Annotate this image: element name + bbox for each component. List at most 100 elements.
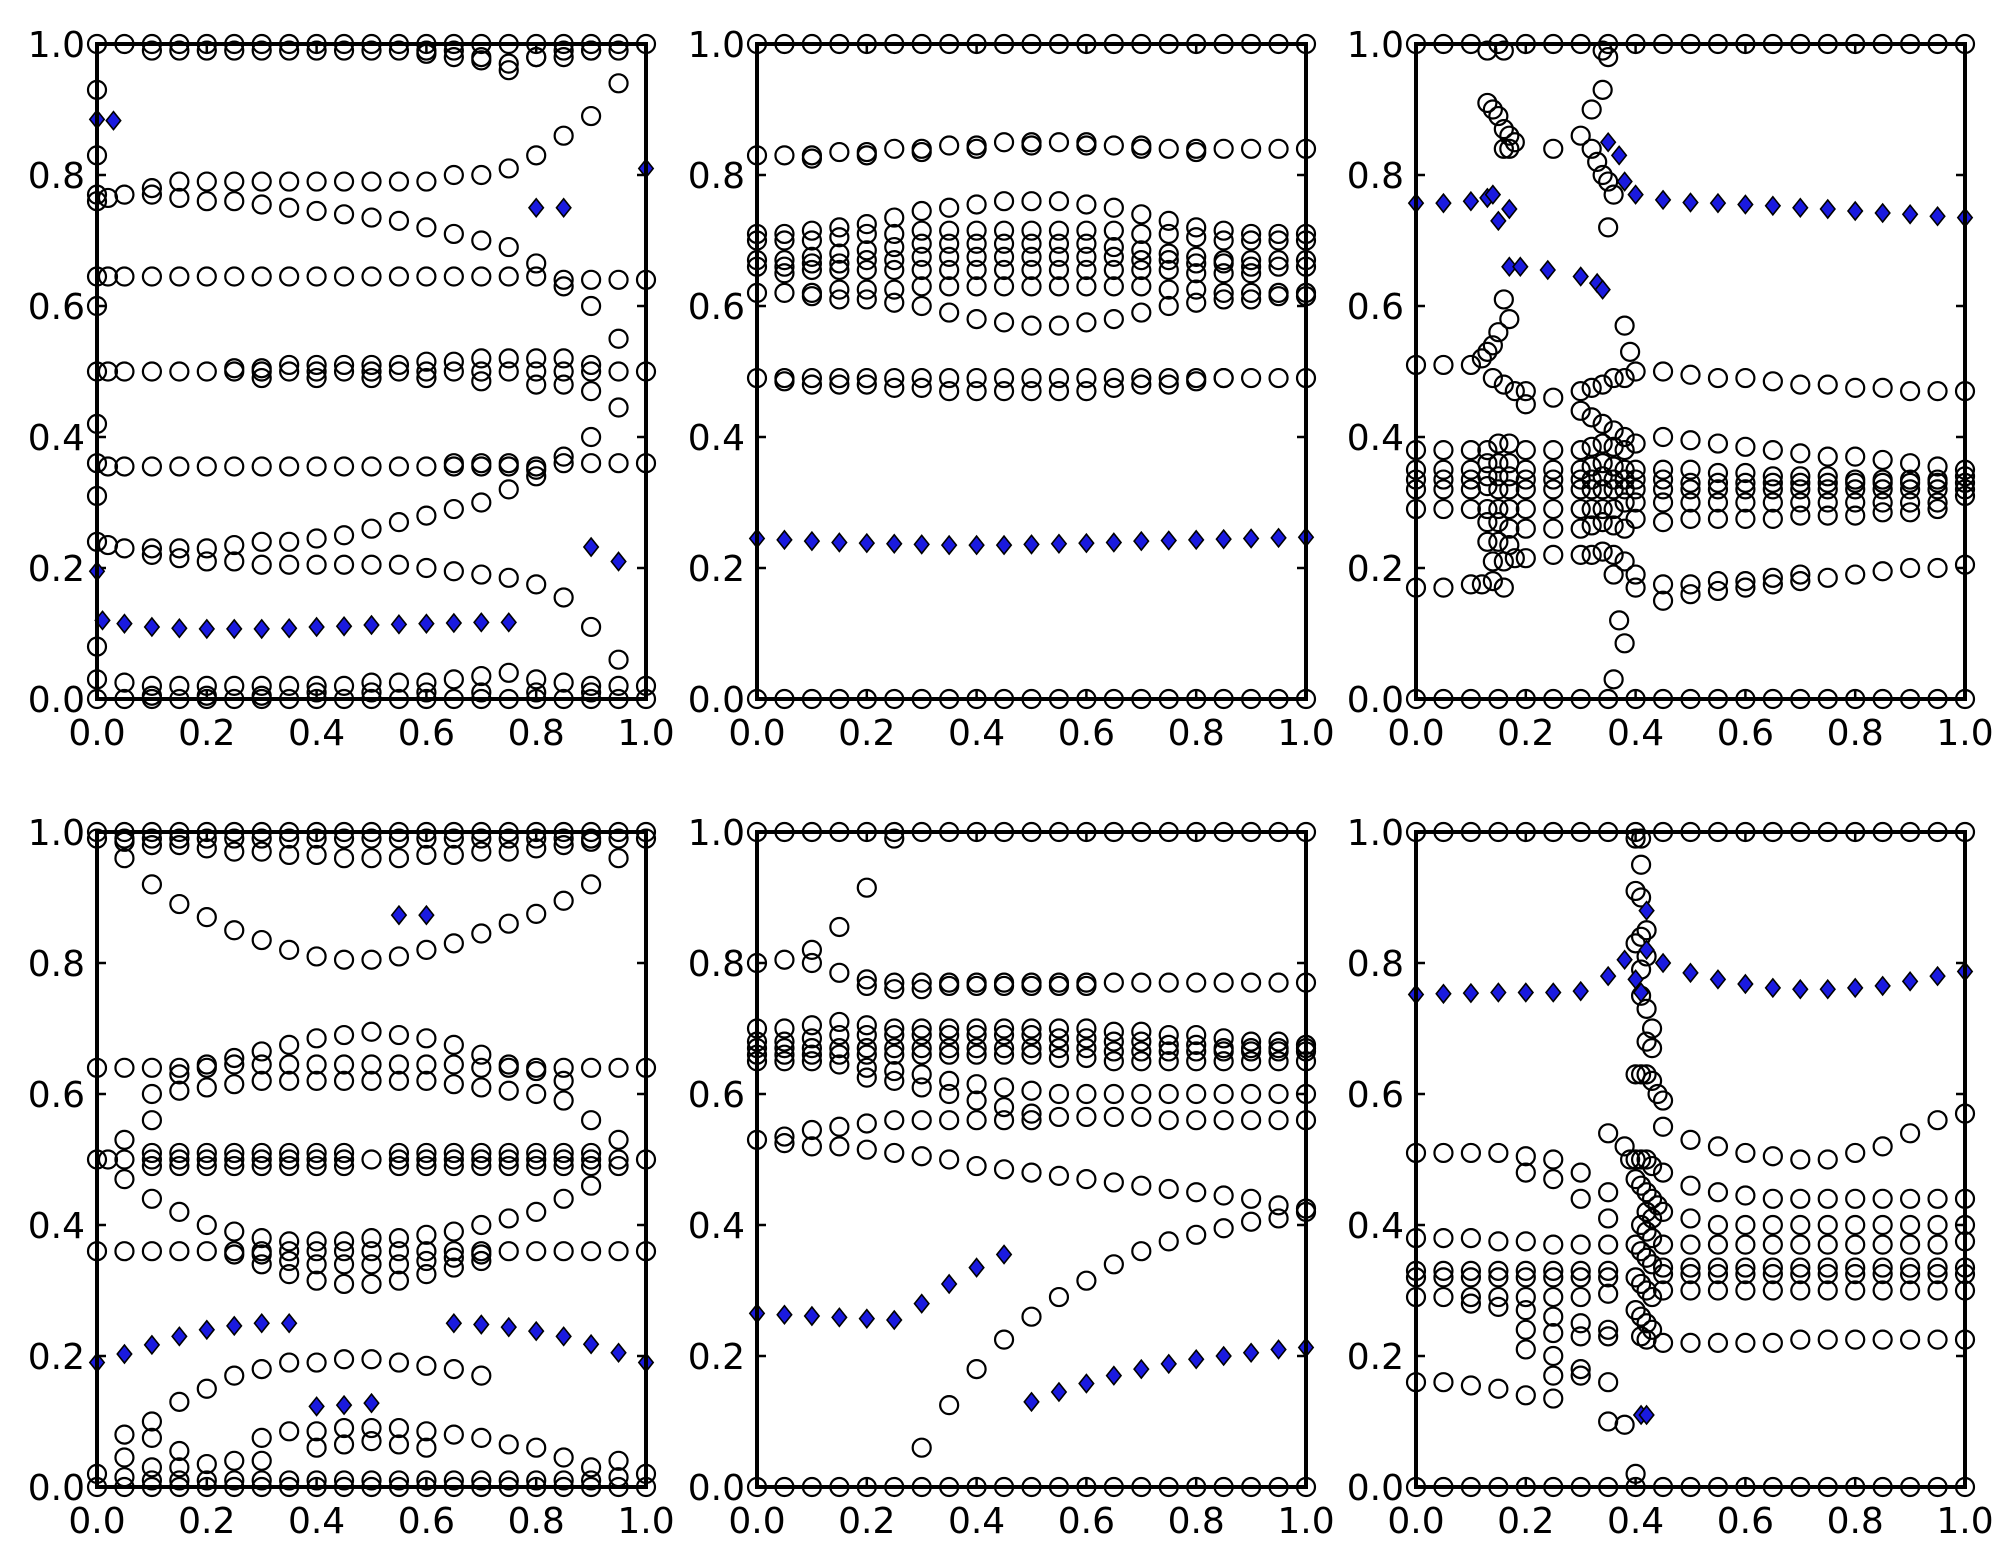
data-point-circle — [443, 1142, 464, 1164]
data-point-circle — [1927, 1257, 1948, 1278]
data-point-circle — [169, 1470, 190, 1491]
data-point-circle — [1048, 246, 1070, 267]
data-point-circle — [911, 295, 932, 317]
data-point-circle — [114, 848, 135, 869]
data-point-circle — [1048, 276, 1070, 297]
data-point-diamond — [253, 1312, 270, 1334]
data-point-diamond — [116, 1343, 133, 1365]
data-point-circle — [1158, 1041, 1179, 1062]
data-point-circle — [333, 949, 355, 970]
data-point-circle — [306, 361, 327, 382]
data-point-circle — [1899, 479, 1921, 500]
data-point-diamond — [1270, 1339, 1287, 1360]
data-point-circle — [416, 557, 437, 579]
data-point-diamond — [1654, 189, 1672, 211]
data-point-circle — [1268, 1051, 1289, 1072]
data-point-circle — [856, 1038, 877, 1059]
data-point-diamond — [143, 616, 161, 638]
data-point-circle — [1872, 1214, 1893, 1236]
data-point-circle — [1488, 1378, 1509, 1399]
data-point-circle — [471, 1044, 492, 1065]
data-point-circle — [1213, 1051, 1234, 1072]
data-point-circle — [993, 1329, 1015, 1350]
data-point-diamond — [1638, 1404, 1655, 1426]
data-point-diamond — [1682, 962, 1699, 984]
data-point-circle — [1131, 204, 1152, 225]
data-point-diamond — [1709, 969, 1727, 990]
data-point-circle — [1817, 466, 1838, 487]
data-point-circle — [416, 1149, 437, 1170]
data-point-diamond — [363, 614, 380, 636]
data-point-circle — [801, 148, 823, 169]
data-point-circle — [1543, 1365, 1564, 1386]
data-point-circle — [1268, 138, 1289, 159]
data-point-circle — [1899, 1214, 1921, 1236]
data-point-circle — [939, 1018, 960, 1039]
data-point-circle — [1103, 377, 1124, 398]
data-point-circle — [279, 939, 300, 961]
data-point-circle — [388, 456, 410, 477]
data-point-circle — [141, 1155, 162, 1177]
data-point-circle — [498, 479, 519, 500]
data-point-circle — [1899, 1257, 1921, 1278]
data-point-circle — [388, 40, 410, 61]
data-point-circle — [526, 1470, 547, 1491]
x-tick-label: 0.0 — [1387, 1501, 1444, 1542]
data-point-circle — [1872, 377, 1893, 398]
data-point-circle — [801, 1119, 823, 1141]
data-point-circle — [306, 456, 327, 477]
data-point-circle — [498, 1434, 519, 1455]
data-point-circle — [1790, 374, 1811, 395]
data-point-circle — [911, 1038, 932, 1059]
data-point-circle — [1240, 256, 1262, 277]
data-point-circle — [1515, 1300, 1536, 1321]
data-point-circle — [553, 672, 574, 693]
data-point-circle — [856, 877, 877, 898]
data-point-circle — [1790, 1149, 1811, 1170]
data-point-circle — [1543, 1306, 1564, 1327]
data-point-circle — [553, 374, 574, 395]
data-point-circle — [1636, 1221, 1657, 1242]
data-point-circle — [1240, 367, 1262, 389]
data-point-circle — [388, 171, 410, 192]
data-point-circle — [443, 828, 464, 849]
data-point-circle — [801, 286, 823, 307]
data-point-circle — [1488, 1231, 1509, 1252]
data-point-circle — [1680, 1208, 1701, 1229]
data-point-circle — [939, 1395, 960, 1416]
data-point-circle — [169, 893, 190, 915]
data-point-circle — [498, 841, 519, 862]
x-tick-label: 0.8 — [508, 1501, 565, 1542]
data-point-diamond — [1572, 980, 1589, 1002]
data-point-circle — [1158, 210, 1179, 231]
data-point-circle — [1471, 574, 1492, 595]
data-point-circle — [884, 972, 905, 993]
data-point-circle — [1103, 1041, 1124, 1062]
data-point-circle — [141, 1470, 162, 1491]
data-point-circle — [1268, 1208, 1289, 1229]
data-point-circle — [1471, 348, 1492, 369]
data-point-circle — [1131, 138, 1152, 159]
data-point-circle — [1499, 498, 1520, 520]
data-point-circle — [306, 946, 327, 967]
data-point-circle — [1845, 1142, 1866, 1164]
data-point-circle — [1213, 1083, 1234, 1105]
data-point-circle — [1845, 1280, 1866, 1301]
data-point-circle — [498, 348, 519, 369]
data-point-circle — [224, 191, 245, 212]
data-point-circle — [443, 844, 464, 866]
data-point-circle — [1515, 1267, 1536, 1288]
data-point-circle — [856, 250, 877, 271]
data-point-circle — [1543, 1234, 1564, 1255]
data-point-circle — [774, 256, 795, 277]
data-point-circle — [993, 1110, 1015, 1131]
data-point-circle — [856, 975, 877, 997]
data-point-circle — [1762, 508, 1783, 529]
data-point-circle — [1477, 453, 1498, 474]
data-point-circle — [1872, 561, 1893, 582]
data-point-circle — [526, 348, 547, 369]
data-point-circle — [333, 1155, 355, 1177]
data-point-circle — [608, 675, 629, 697]
data-point-circle — [114, 672, 135, 693]
data-point-circle — [279, 1470, 300, 1491]
